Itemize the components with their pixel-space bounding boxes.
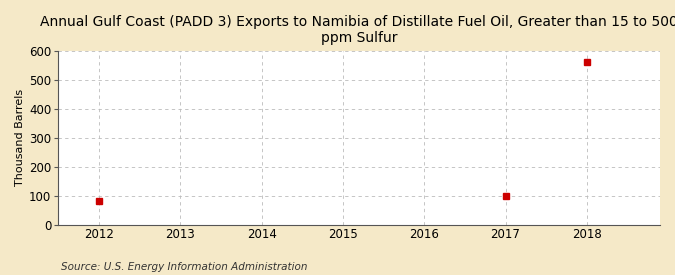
Y-axis label: Thousand Barrels: Thousand Barrels xyxy=(15,89,25,186)
Title: Annual Gulf Coast (PADD 3) Exports to Namibia of Distillate Fuel Oil, Greater th: Annual Gulf Coast (PADD 3) Exports to Na… xyxy=(40,15,675,45)
Text: Source: U.S. Energy Information Administration: Source: U.S. Energy Information Administ… xyxy=(61,262,307,272)
